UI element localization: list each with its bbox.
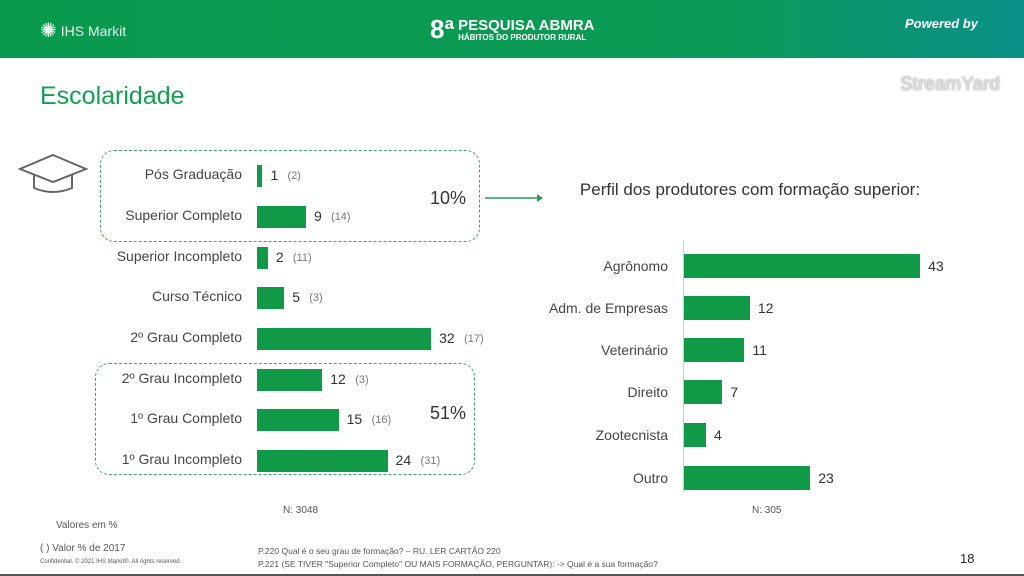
group-bottom-percent: 51%: [430, 403, 467, 423]
survey-title: PESQUISA ABMRA: [458, 16, 595, 34]
bar-label: Pós Graduação: [144, 166, 242, 182]
question-2: P.221 (SE TIVER "Superior Completo" OU M…: [258, 559, 658, 569]
bar: [257, 287, 285, 309]
bar-value-2017: (14): [330, 211, 351, 223]
bar-value: 1: [270, 167, 279, 183]
survey-logo: 8ª PESQUISA ABMRA HÁBITOS DO PRODUTOR RUR…: [430, 14, 595, 45]
streamyard-watermark: StreamYard: [900, 74, 1000, 95]
ihs-markit-logo: ✺ IHS Markit: [40, 18, 126, 43]
bar: [684, 466, 811, 490]
bar-value-2017: (31): [420, 455, 441, 467]
basic-education-group: [95, 363, 475, 475]
bar: [257, 409, 339, 431]
right-chart-title: Perfil dos produtores com formação super…: [579, 180, 921, 199]
bar-label: Veterinário: [601, 342, 668, 358]
logo-text: IHS Markit: [60, 22, 127, 39]
bar-value-2017: (2): [287, 170, 301, 182]
bar: [684, 296, 750, 320]
bar-value: 5: [292, 289, 300, 305]
bar-value: 24: [395, 452, 412, 468]
bar-label: 2º Grau Incompleto: [121, 370, 242, 386]
values-note: Valores em %: [56, 520, 118, 531]
bar-value: 23: [818, 470, 834, 486]
right-n: N: 305: [752, 505, 782, 516]
bar: [257, 328, 432, 350]
bar-label: Superior Incompleto: [116, 248, 242, 264]
bar-label: Zootecnista: [595, 427, 668, 443]
higher-education-group: [100, 150, 480, 242]
bar-value-2017: (16): [371, 414, 392, 426]
bar-value: 43: [928, 258, 944, 274]
bar-label: Curso Técnico: [151, 288, 242, 304]
left-n: N: 3048: [283, 505, 319, 516]
group-top-percent: 10%: [430, 188, 467, 208]
bar-value: 2: [275, 249, 284, 265]
bar-value-2017: (17): [464, 333, 484, 345]
bar-label: 1º Grau Incompleto: [121, 451, 242, 467]
bar-label: Superior Completo: [125, 207, 242, 223]
bar-value: 9: [313, 208, 322, 224]
bar-value: 4: [713, 427, 722, 443]
bar-value-2017: (3): [309, 292, 323, 304]
bottom-border: [0, 574, 1024, 576]
bar-value: 32: [439, 330, 455, 346]
bar-label: Adm. de Empresas: [548, 300, 668, 316]
bar-value-2017: (11): [292, 252, 312, 264]
globe-icon: ✺: [40, 20, 57, 42]
bar-value: 7: [730, 384, 739, 400]
bar: [257, 206, 306, 228]
bar-value: 15: [346, 411, 363, 427]
bar-value: 11: [752, 342, 767, 358]
bar-label: 2º Grau Completo: [130, 329, 242, 345]
page-number: 18: [960, 551, 975, 566]
bar: [684, 423, 706, 447]
bar: [684, 380, 723, 404]
bar: [257, 369, 323, 391]
bar: [257, 247, 268, 269]
bar-label: Agrônomo: [603, 258, 668, 274]
bar: [684, 338, 745, 362]
arrow-icon: [485, 194, 543, 202]
bar: [684, 254, 921, 278]
right-axis: [683, 240, 684, 492]
confidential-note: Confidential. © 2021 IHS Markit®. All ri…: [40, 559, 182, 565]
page-title: Escolaridade: [40, 82, 185, 110]
graduation-cap-icon: [18, 153, 88, 193]
header-banner: ✺ IHS Markit 8ª PESQUISA ABMRA HÁBITOS DO …: [0, 0, 1024, 58]
bar-label: Outro: [632, 470, 668, 486]
survey-subtitle: HÁBITOS DO PRODUTOR RURAL: [458, 32, 587, 42]
bar-label: 1º Grau Completo: [130, 410, 242, 426]
bar-value: 12: [330, 371, 346, 387]
legend-2017: ( ) Valor % de 2017: [40, 543, 126, 554]
question-1: P.220 Qual é o seu grau de formação? – R…: [258, 546, 501, 556]
bar-value-2017: (3): [355, 374, 369, 386]
survey-number: 8ª: [430, 14, 455, 44]
bar: [257, 450, 388, 472]
bar-value: 12: [757, 300, 774, 316]
powered-by: Powered by: [905, 16, 978, 31]
bar: [257, 165, 263, 187]
bar-label: Direito: [627, 384, 668, 400]
